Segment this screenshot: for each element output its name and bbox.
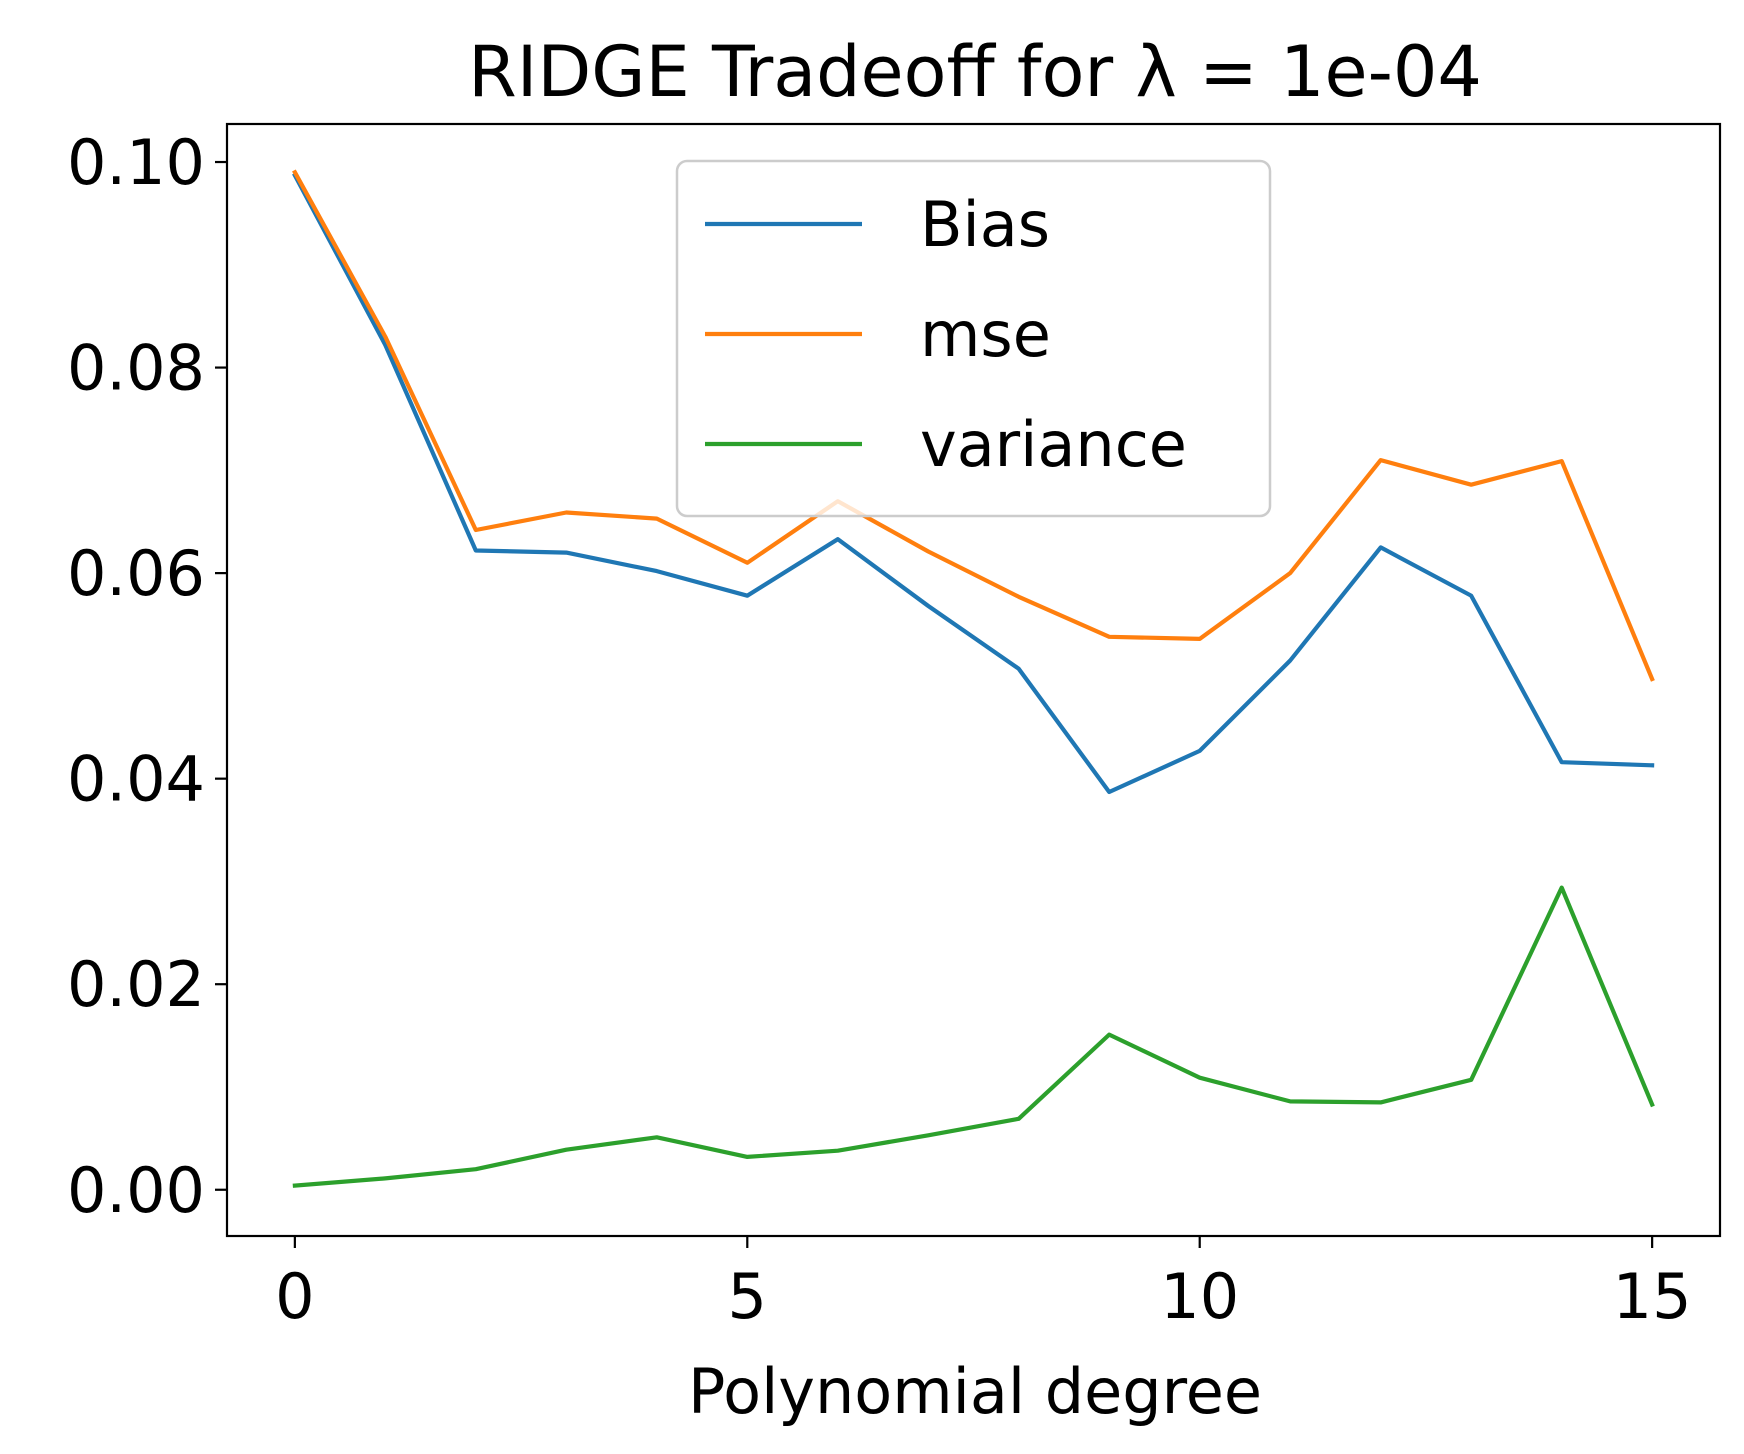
legend-label-bias: Bias <box>920 188 1050 261</box>
plot-area-frame <box>225 122 1722 1238</box>
x-axis: 0 5 10 15 <box>275 1236 1692 1333</box>
y-tick-label: 0.10 <box>67 126 205 199</box>
y-tick-label: 0.00 <box>67 1154 205 1227</box>
y-axis: 0.00 0.02 0.04 0.06 0.08 0.10 <box>67 126 227 1227</box>
y-tick-label: 0.06 <box>67 537 205 610</box>
legend-label-variance: variance <box>920 408 1187 481</box>
y-tick-label: 0.02 <box>67 948 205 1021</box>
series-line-variance <box>292 885 1655 1188</box>
x-tick-label: 10 <box>1160 1260 1239 1333</box>
legend-label-mse: mse <box>920 298 1051 371</box>
y-tick-label: 0.04 <box>67 743 205 816</box>
x-tick-label: 5 <box>728 1260 767 1333</box>
chart-title: RIDGE Tradeoff for λ = 1e-04 <box>468 31 1482 113</box>
y-tick-label: 0.08 <box>67 332 205 405</box>
x-axis-label: Polynomial degree <box>688 1355 1262 1428</box>
x-tick-label: 0 <box>275 1260 314 1333</box>
series-line-mse <box>292 169 1655 682</box>
series-line-bias <box>292 172 1655 795</box>
legend: Bias mse variance <box>675 159 1272 518</box>
plot-lines <box>292 169 1655 1188</box>
x-tick-label: 15 <box>1613 1260 1692 1333</box>
legend-box <box>675 159 1272 518</box>
